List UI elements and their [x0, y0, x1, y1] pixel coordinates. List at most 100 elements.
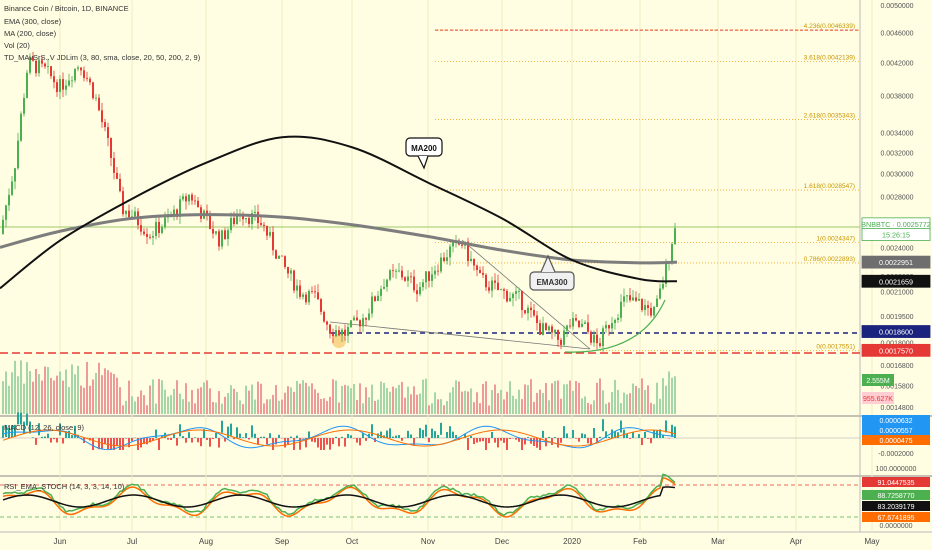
candle-body — [86, 77, 88, 79]
volume-bar — [188, 401, 190, 414]
volume-bar — [95, 372, 97, 414]
falling-wedge-upper[interactable] — [461, 239, 591, 350]
volume-bar — [38, 374, 40, 414]
legend-ema[interactable]: EMA (300, close) — [4, 17, 62, 26]
volume-bar — [356, 400, 358, 414]
legend-td[interactable]: TD_MAvSrS..V JDLim (3, 80, sma, close, 2… — [4, 53, 201, 62]
volume-bar — [233, 388, 235, 414]
legend-ma[interactable]: MA (200, close) — [4, 29, 57, 38]
volume-bar — [146, 405, 148, 414]
legend-title[interactable]: Binance Coin / Bitcoin, 1D, BINANCE — [4, 4, 129, 13]
candle-body — [506, 290, 508, 302]
fibonacci-extension[interactable]: 4.236(0.0046339) 3.618(0.0042139) 2.618(0.… — [435, 23, 860, 352]
candle-body — [158, 221, 160, 234]
macd-hist-bar — [143, 438, 145, 445]
volume-bar — [125, 400, 127, 414]
macd-axis[interactable]: 0.0000632 0.0000557 0.0000475 -0.0002000 — [862, 415, 930, 458]
ma200-line[interactable] — [0, 135, 678, 290]
rounding-bottom-arc[interactable] — [564, 299, 666, 353]
ema300-callout[interactable]: EMA300 — [529, 254, 575, 291]
ma200-callout[interactable]: MA200 — [405, 137, 443, 170]
candle-body — [635, 297, 637, 301]
price-tick: 0.0018000 — [880, 340, 913, 347]
volume-bar — [668, 371, 670, 414]
volume-bar — [176, 380, 178, 414]
candle-body — [449, 246, 451, 258]
macd-hist-bar — [614, 431, 616, 438]
volume-bar — [614, 379, 616, 414]
volume-bar — [113, 373, 115, 414]
volume-bar — [83, 387, 85, 414]
volume-bar — [341, 386, 343, 414]
macd-hist-bar — [392, 436, 394, 438]
macd-hist-bar — [254, 433, 256, 438]
macd-hist-bar — [26, 413, 28, 426]
candle-body — [152, 236, 154, 238]
candle-body — [488, 287, 490, 291]
rsi-label-box — [862, 512, 930, 522]
time-axis[interactable]: Jun Jul Aug Sep Oct Nov Dec 2020 Feb Mar Apr May — [54, 537, 880, 546]
volume-bar — [62, 380, 64, 414]
rsi-pane[interactable] — [0, 473, 860, 518]
rsi-axis[interactable]: 91.0447535 88.7258770 83.2039179 67.6741895… — [862, 466, 930, 530]
candle-body — [23, 97, 25, 114]
volume-bar — [128, 380, 130, 414]
volume-bar — [554, 380, 556, 414]
candle-body — [44, 63, 46, 67]
candle-body — [50, 66, 52, 77]
candle-body — [200, 207, 202, 219]
macd-hist-bar — [623, 429, 625, 438]
candle-body — [47, 66, 49, 67]
candle-body — [401, 270, 403, 278]
ema300-line[interactable] — [0, 213, 678, 265]
volume-bar — [143, 395, 145, 414]
macd-hist-bar — [113, 438, 115, 450]
support-levels[interactable] — [0, 226, 860, 354]
candle-body — [65, 85, 67, 90]
volume-bar — [272, 394, 274, 414]
volume-bar — [86, 361, 88, 414]
macd-hist-bar — [266, 438, 268, 445]
falling-wedge-lower[interactable] — [329, 321, 591, 350]
ema300-callout-label: EMA300 — [536, 278, 568, 287]
volume-bar — [470, 388, 472, 414]
candle-body — [539, 323, 541, 335]
candle-body — [209, 215, 211, 229]
candle-body — [659, 288, 661, 299]
volume-bar — [302, 380, 304, 414]
fib-label-3.618: 3.618(0.0042139) — [804, 54, 855, 61]
volume-bar — [74, 374, 76, 414]
candle-body — [566, 325, 568, 331]
candle-body — [176, 209, 178, 217]
time-label: May — [864, 537, 879, 546]
volume-bar — [101, 375, 103, 414]
price-tick: 0.0046000 — [880, 31, 913, 38]
candle-body — [407, 276, 409, 281]
candle-body — [524, 310, 526, 314]
candle-body — [383, 286, 385, 289]
volume-bar — [365, 387, 367, 414]
macd-hist-bar — [221, 420, 223, 433]
macd-hist-bar — [362, 432, 364, 438]
legend-rsi[interactable]: RSI_EMA_STOCH (14, 3, 3, 14, 10) — [4, 482, 125, 491]
candle-body — [440, 257, 442, 272]
candle-body — [119, 178, 121, 192]
macd-hist-bar — [644, 431, 646, 438]
legend[interactable]: Binance Coin / Bitcoin, 1D, BINANCE EMA … — [4, 4, 201, 491]
macd-hist-bar — [473, 438, 475, 445]
volume-bar — [362, 403, 364, 414]
candle-body — [242, 215, 244, 220]
legend-vol[interactable]: Vol (20) — [4, 41, 30, 50]
volume-bar — [230, 385, 232, 414]
volume-bar — [269, 399, 271, 414]
macd-pane[interactable] — [0, 412, 860, 451]
time-label: Jun — [54, 537, 67, 546]
volume-bar — [431, 403, 433, 414]
macd-hist-bar — [146, 438, 148, 445]
legend-macd[interactable]: MACD (12, 26, close, 9) — [4, 423, 85, 432]
trend-lines[interactable] — [329, 239, 666, 353]
candle-body — [632, 297, 634, 301]
volume-bar — [380, 381, 382, 414]
volume-bar — [476, 392, 478, 414]
candle-body — [590, 331, 592, 343]
